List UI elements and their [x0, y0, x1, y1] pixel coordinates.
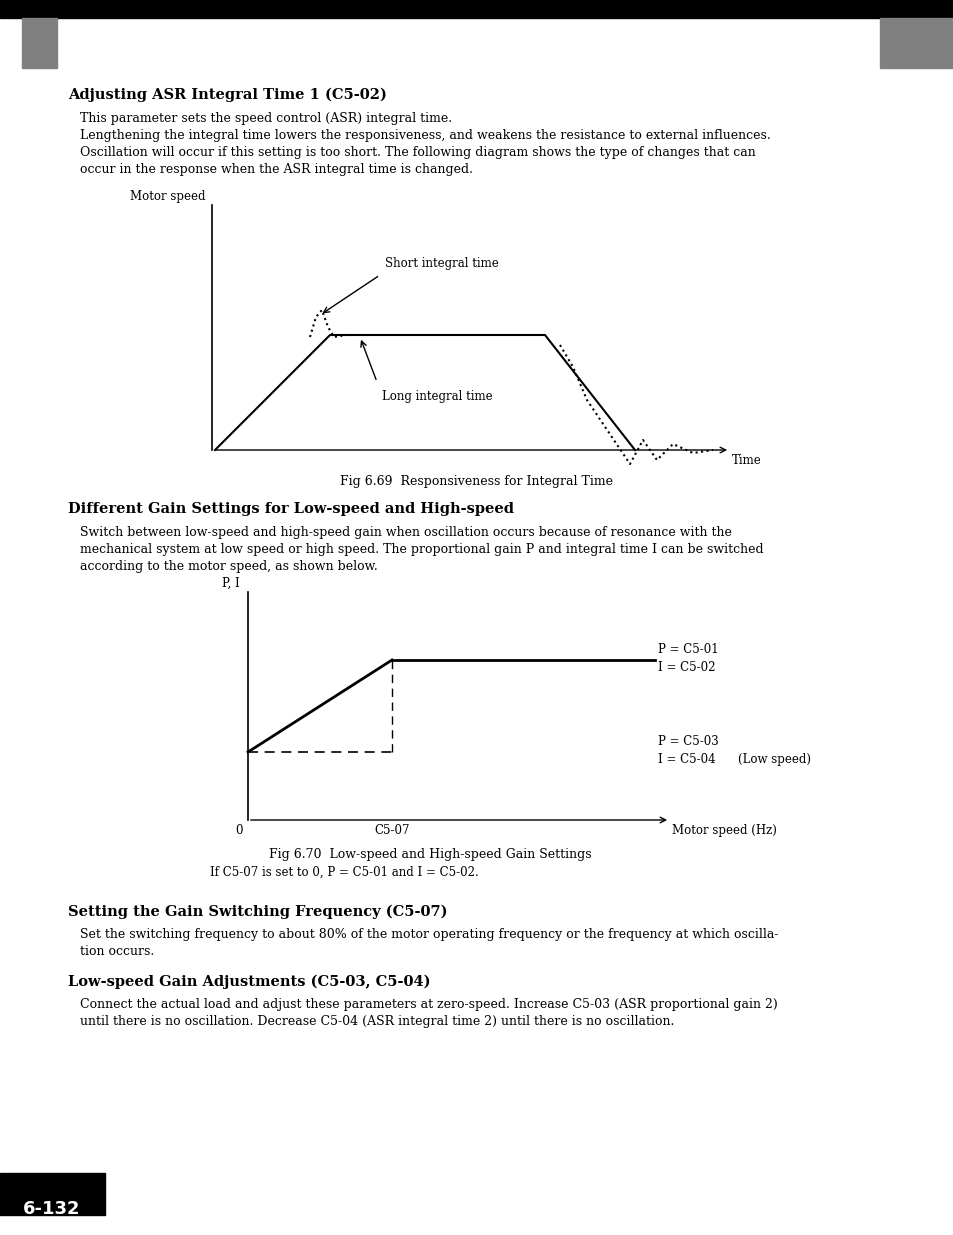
- Text: Fig 6.69  Responsiveness for Integral Time: Fig 6.69 Responsiveness for Integral Tim…: [340, 475, 613, 488]
- Text: P = C5-03: P = C5-03: [658, 735, 718, 748]
- Text: Time: Time: [731, 454, 760, 467]
- Bar: [879, 19, 953, 68]
- Text: Low-speed Gain Adjustments (C5-03, C5-04): Low-speed Gain Adjustments (C5-03, C5-04…: [68, 974, 430, 989]
- Text: P = C5-01: P = C5-01: [658, 643, 718, 656]
- Text: I = C5-02: I = C5-02: [658, 661, 715, 674]
- Text: C5-07: C5-07: [374, 824, 410, 837]
- Text: Set the switching frequency to about 80% of the motor operating frequency or the: Set the switching frequency to about 80%…: [80, 927, 778, 941]
- Text: mechanical system at low speed or high speed. The proportional gain P and integr: mechanical system at low speed or high s…: [80, 543, 762, 556]
- Text: Connect the actual load and adjust these parameters at zero-speed. Increase C5-0: Connect the actual load and adjust these…: [80, 998, 777, 1011]
- Text: Adjusting ASR Integral Time 1 (C5-02): Adjusting ASR Integral Time 1 (C5-02): [68, 88, 387, 103]
- Text: If C5-07 is set to 0, P = C5-01 and I = C5-02.: If C5-07 is set to 0, P = C5-01 and I = …: [210, 866, 478, 879]
- Text: Setting the Gain Switching Frequency (C5-07): Setting the Gain Switching Frequency (C5…: [68, 905, 447, 919]
- Bar: [0, 1173, 105, 1215]
- Text: Short integral time: Short integral time: [385, 257, 498, 270]
- Text: Switch between low-speed and high-speed gain when oscillation occurs because of : Switch between low-speed and high-speed …: [80, 526, 731, 538]
- Text: I = C5-04: I = C5-04: [658, 753, 715, 766]
- Text: Motor speed: Motor speed: [131, 190, 206, 203]
- Text: Fig 6.70  Low-speed and High-speed Gain Settings: Fig 6.70 Low-speed and High-speed Gain S…: [269, 848, 591, 861]
- Text: (Low speed): (Low speed): [738, 753, 810, 766]
- Text: tion occurs.: tion occurs.: [80, 945, 154, 958]
- Text: according to the motor speed, as shown below.: according to the motor speed, as shown b…: [80, 559, 377, 573]
- Text: until there is no oscillation. Decrease C5-04 (ASR integral time 2) until there : until there is no oscillation. Decrease …: [80, 1015, 674, 1028]
- Bar: [22, 19, 57, 68]
- Text: 6-132: 6-132: [23, 1200, 81, 1218]
- Text: Long integral time: Long integral time: [381, 390, 492, 403]
- Text: Lengthening the integral time lowers the responsiveness, and weakens the resista: Lengthening the integral time lowers the…: [80, 128, 770, 142]
- Text: 0: 0: [235, 824, 243, 837]
- Text: Different Gain Settings for Low-speed and High-speed: Different Gain Settings for Low-speed an…: [68, 501, 514, 516]
- Text: occur in the response when the ASR integral time is changed.: occur in the response when the ASR integ…: [80, 163, 473, 177]
- Text: Motor speed (Hz): Motor speed (Hz): [671, 824, 776, 837]
- Text: Oscillation will occur if this setting is too short. The following diagram shows: Oscillation will occur if this setting i…: [80, 146, 755, 159]
- Bar: [0, 0, 953, 19]
- Text: P, I: P, I: [222, 577, 240, 590]
- Text: This parameter sets the speed control (ASR) integral time.: This parameter sets the speed control (A…: [80, 112, 452, 125]
